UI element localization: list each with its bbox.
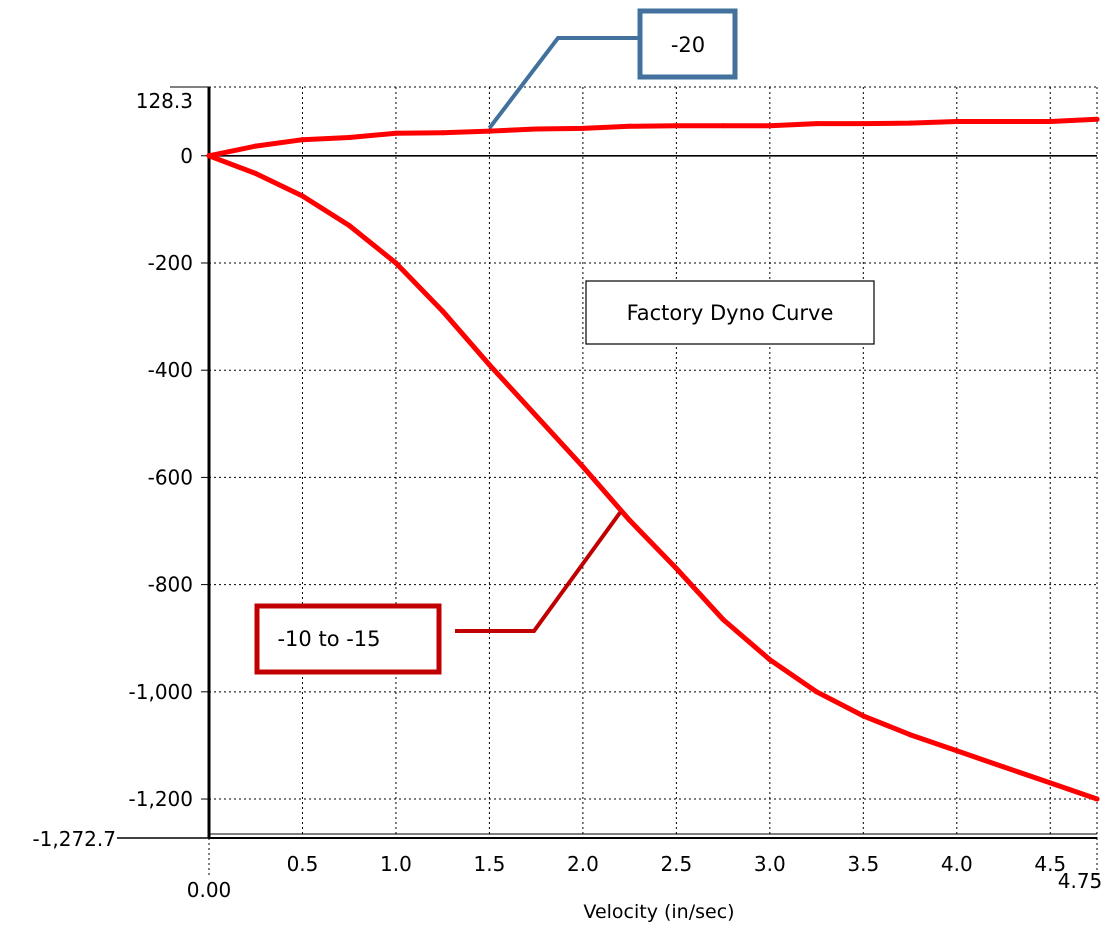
factory-curve-label: Factory Dyno Curve xyxy=(627,301,834,325)
series-1-point xyxy=(440,130,446,136)
series-2-point xyxy=(954,748,960,754)
x-max-label: 4.75 xyxy=(1058,869,1103,893)
x-tick-label: 3.0 xyxy=(754,852,786,876)
x-tick-label: 0.5 xyxy=(287,852,319,876)
y-tick-label: -1,000 xyxy=(129,680,193,704)
series-2-point xyxy=(1001,764,1007,770)
series-1-point xyxy=(346,135,352,141)
y-tick-label: -600 xyxy=(148,465,193,489)
series-1-point xyxy=(533,126,539,132)
series-2-point xyxy=(580,464,586,470)
x-tick-label: 1.0 xyxy=(380,852,412,876)
series-2-point xyxy=(486,362,492,368)
series-1-point xyxy=(253,143,259,149)
y-max-label: 128.3 xyxy=(136,89,193,113)
series-1-point xyxy=(580,125,586,131)
series-2-point xyxy=(440,308,446,314)
series-1-point xyxy=(1094,116,1100,122)
series-2-point xyxy=(627,517,633,523)
series-1-point xyxy=(627,123,633,129)
series-2-point xyxy=(767,657,773,663)
x-tick-label: 4.0 xyxy=(941,852,973,876)
y-tick-label: -400 xyxy=(148,358,193,382)
series-2-point xyxy=(253,170,259,176)
axes xyxy=(117,86,1098,875)
series-1-point xyxy=(720,123,726,129)
x-min-label: 0.00 xyxy=(187,878,232,902)
series-2-point xyxy=(533,413,539,419)
series-1-point xyxy=(907,120,913,126)
tick-labels: 0 -200 -400 -600 -800 -1,000 -1,200 128.3 -1,272… xyxy=(32,89,1102,902)
series-2-point xyxy=(720,616,726,622)
y-tick-label: -800 xyxy=(148,573,193,597)
series-2-point xyxy=(346,222,352,228)
factory-curve-box xyxy=(585,280,875,345)
callout-box-20 xyxy=(637,8,738,80)
series-1-point xyxy=(860,121,866,127)
series-2-point xyxy=(673,566,679,572)
callout-leader-20 xyxy=(487,36,640,130)
series-1-point xyxy=(486,128,492,134)
x-tick-label: 4.5 xyxy=(1034,852,1066,876)
series-1-point xyxy=(673,123,679,129)
series-1-point xyxy=(814,121,820,127)
series-1-point xyxy=(393,130,399,136)
series-2-point xyxy=(1094,796,1100,802)
callout-leader-10-15 xyxy=(455,511,622,633)
callout-label-10-15: -10 to -15 xyxy=(277,627,380,651)
series-group xyxy=(206,116,1100,802)
callout-box-10-15 xyxy=(254,603,442,675)
x-tick-label: 1.5 xyxy=(474,852,506,876)
series-1-point xyxy=(767,123,773,129)
series-1-point xyxy=(1047,118,1053,124)
y-tick-label: -200 xyxy=(148,251,193,275)
series-2-point xyxy=(206,153,212,159)
series-2-point xyxy=(860,713,866,719)
grid xyxy=(209,86,1098,838)
callout-label-20: -20 xyxy=(671,33,705,57)
series-2-point xyxy=(299,193,305,199)
x-tick-label: 2.0 xyxy=(567,852,599,876)
series-2-point xyxy=(814,689,820,695)
series-1-point xyxy=(954,118,960,124)
series-1-point xyxy=(1001,118,1007,124)
series-line-1 xyxy=(206,116,1100,159)
y-min-label: -1,272.7 xyxy=(32,827,116,851)
x-axis-label: Velocity (in/sec) xyxy=(583,901,734,923)
annotations: Factory Dyno Curve -20 -10 to -15 xyxy=(254,8,875,675)
series-1-point xyxy=(299,137,305,143)
series-line-2 xyxy=(206,153,1100,802)
x-tick-label: 3.5 xyxy=(847,852,879,876)
series-2-point xyxy=(393,260,399,266)
series-2-point xyxy=(1047,780,1053,786)
x-tick-label: 2.5 xyxy=(660,852,692,876)
y-tick-label: 0 xyxy=(180,144,193,168)
series-2-point xyxy=(907,732,913,738)
y-tick-label: -1,200 xyxy=(129,787,193,811)
